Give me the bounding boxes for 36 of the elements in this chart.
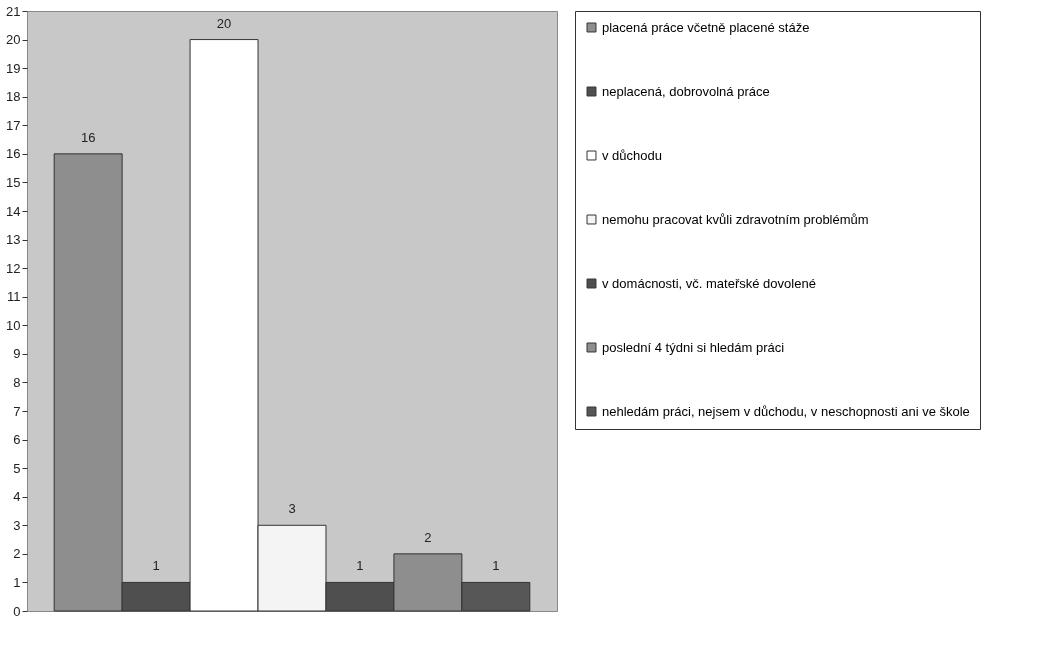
data-label: 16 xyxy=(80,129,96,145)
y-tick-label: 5 xyxy=(13,460,21,476)
y-tick-label: 3 xyxy=(13,517,21,533)
legend-label: v domácnosti, vč. mateřské dovolené xyxy=(602,275,816,291)
legend-label: v důchodu xyxy=(602,147,662,163)
data-label: 2 xyxy=(424,529,432,545)
y-tick-label: 16 xyxy=(6,146,21,162)
y-tick-label: 14 xyxy=(6,203,21,219)
legend-label: poslední 4 týdni si hledám práci xyxy=(602,339,785,355)
y-tick-label: 7 xyxy=(13,403,21,419)
y-tick-label: 21 xyxy=(6,3,21,19)
data-label: 20 xyxy=(216,15,232,31)
y-tick-label: 15 xyxy=(6,174,21,190)
y-tick-label: 12 xyxy=(6,260,21,276)
y-tick-label: 8 xyxy=(13,374,21,390)
y-tick-label: 4 xyxy=(13,489,21,505)
data-label: 1 xyxy=(356,558,364,574)
legend-label: neplacená, dobrovolná práce xyxy=(602,83,770,99)
y-tick-label: 13 xyxy=(6,232,21,248)
y-tick-label: 11 xyxy=(7,289,21,305)
y-tick-label: 17 xyxy=(6,117,21,133)
y-tick-label: 6 xyxy=(13,432,21,448)
legend-label: nehledám práci, nejsem v důchodu, v neschopnosti ani ve škole xyxy=(602,403,970,419)
y-tick-label: 0 xyxy=(13,603,21,619)
y-tick-label: 19 xyxy=(6,60,21,76)
y-tick-label: 1 xyxy=(13,574,21,590)
y-tick-label: 20 xyxy=(6,32,21,48)
legend-label: placená práce včetně placené stáže xyxy=(602,19,810,35)
data-label: 1 xyxy=(152,558,160,574)
data-label: 3 xyxy=(288,501,296,517)
y-tick-label: 2 xyxy=(13,546,21,562)
y-tick-label: 9 xyxy=(13,346,21,362)
legend-label: nemohu pracovat kvůli zdravotním problémům xyxy=(602,211,869,227)
y-tick-label: 18 xyxy=(6,89,21,105)
data-label: 1 xyxy=(492,558,500,574)
y-tick-label: 10 xyxy=(6,317,21,333)
